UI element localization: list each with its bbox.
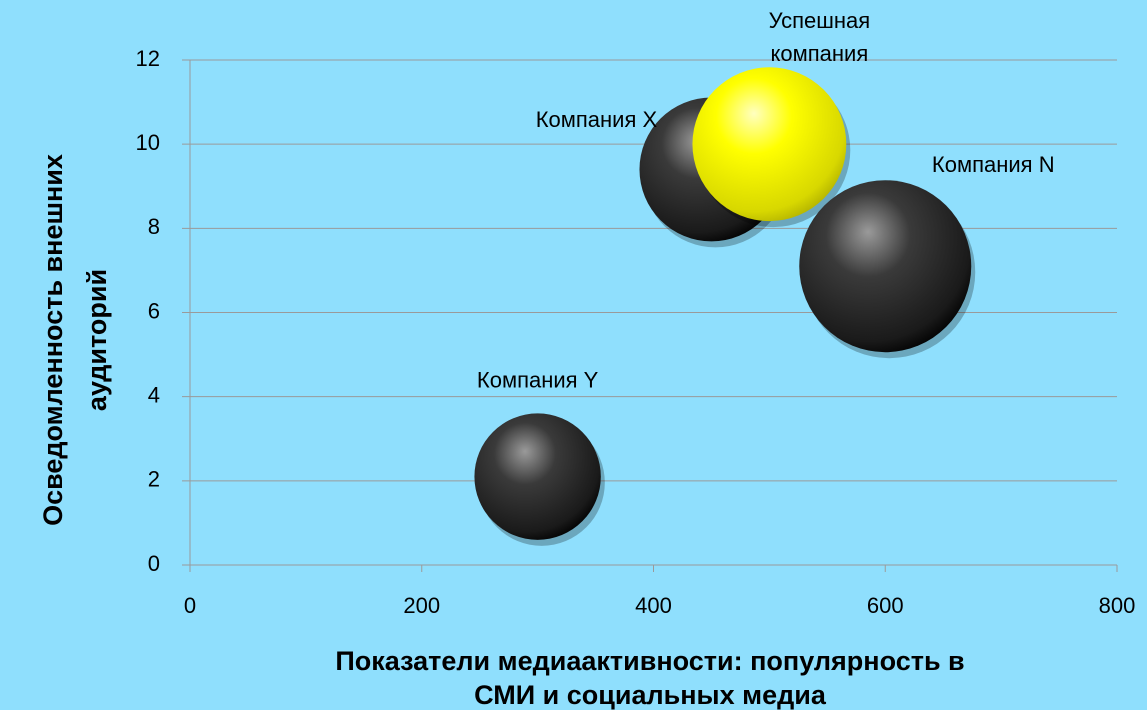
data-label: Компания X — [536, 107, 658, 132]
bubble — [474, 413, 601, 540]
y-tick-label: 8 — [148, 214, 160, 239]
y-tick-label: 0 — [148, 551, 160, 576]
data-label: Успешная — [769, 8, 871, 33]
y-tick-label: 4 — [148, 382, 160, 407]
x-tick-label: 800 — [1099, 593, 1136, 618]
y-tick-label: 10 — [136, 130, 160, 155]
y-tick-label: 12 — [136, 46, 160, 71]
data-label: Компания N — [932, 152, 1055, 177]
x-axis-title: СМИ и социальных медиа — [474, 680, 827, 710]
bubble — [799, 180, 972, 353]
y-axis-title: аудиторий — [82, 269, 112, 411]
y-tick-label: 6 — [148, 298, 160, 323]
x-tick-label: 400 — [635, 593, 672, 618]
x-tick-label: 600 — [867, 593, 904, 618]
y-axis-title: Осведомленность внешних — [38, 154, 68, 526]
y-tick-label: 2 — [148, 467, 160, 492]
x-tick-label: 0 — [184, 593, 196, 618]
x-tick-label: 200 — [403, 593, 440, 618]
data-label: Компания Y — [477, 367, 599, 392]
x-axis-title: Показатели медиаактивности: популярность… — [335, 646, 964, 676]
bubble — [692, 67, 847, 222]
data-label: компания — [771, 41, 869, 66]
